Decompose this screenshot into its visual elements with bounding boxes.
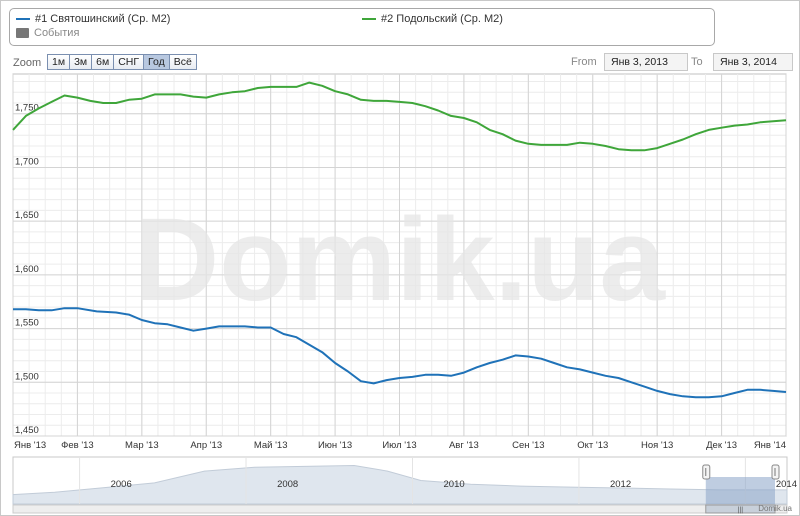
y-tick-label: 1,450 [15,425,39,436]
zoom-button-5[interactable]: Всё [168,54,197,70]
x-tick-label: Ноя '13 [641,440,673,451]
y-tick-label: 1,500 [15,371,39,382]
x-tick-label: Мар '13 [125,440,159,451]
legend-series1-label: #1 Святошинский (Ср. М2) [35,13,171,25]
y-tick-label: 1,600 [15,264,39,275]
navigator-tick-label: 2010 [444,479,465,490]
zoom-button-4[interactable]: Год [143,54,170,70]
legend: #1 Святошинский (Ср. М2) #2 Подольский (… [9,8,715,46]
scrollbar-thumb[interactable] [705,504,776,514]
x-tick-label: Июл '13 [382,440,416,451]
events-swatch [16,28,29,38]
navigator-tick-label: 2012 [610,479,631,490]
legend-item-events[interactable]: События [16,27,79,39]
x-tick-label: Янв '14 [754,440,786,451]
series-line-2 [12,81,787,152]
credit-link[interactable]: Domik.ua [758,504,792,513]
navigator-tick-label: 2008 [277,479,298,490]
legend-series2-label: #2 Подольский (Ср. М2) [381,13,503,25]
y-tick-label: 1,550 [15,318,39,329]
series-line-1 [13,307,787,399]
x-tick-label: Апр '13 [190,440,222,451]
y-tick-label: 1,750 [15,103,39,114]
legend-item-series1[interactable]: #1 Святошинский (Ср. М2) [16,13,170,25]
x-tick-label: Авг '13 [449,440,479,451]
legend-item-series2[interactable]: #2 Подольский (Ср. М2) [362,13,503,25]
navigator-tick-label: 2006 [111,479,132,490]
x-tick-label: Янв '13 [14,440,46,451]
scrollbar-track [12,504,788,514]
zoom-label: Zoom [13,57,42,69]
from-date-input[interactable]: Янв 3, 2013 [604,53,688,71]
watermark: Domik.ua [134,194,666,326]
series1-swatch [16,18,30,20]
zoom-button-2[interactable]: 6м [91,54,115,70]
from-label: From [571,56,597,68]
zoom-button-0[interactable]: 1м [47,54,71,70]
y-tick-label: 1,700 [15,156,39,167]
legend-events-label: События [34,27,80,39]
major-grid [12,74,787,437]
x-tick-label: Окт '13 [577,440,608,451]
to-label: To [691,56,703,68]
navigator-selected-range [705,477,775,504]
x-tick-label: Дек '13 [706,440,737,451]
y-tick-label: 1,650 [15,210,39,221]
x-tick-label: Май '13 [254,440,288,451]
x-tick-label: Сен '13 [512,440,544,451]
x-tick-label: Фев '13 [61,440,94,451]
x-tick-label: Июн '13 [318,440,352,451]
scrollbar-grip: ||| [738,507,744,514]
zoom-buttons: 1м 3м 6м СНГ Год Всё [47,54,197,70]
navigator-tick-label: 2014 [776,479,797,490]
series2-swatch [362,18,376,20]
to-date-input[interactable]: Янв 3, 2014 [713,53,793,71]
